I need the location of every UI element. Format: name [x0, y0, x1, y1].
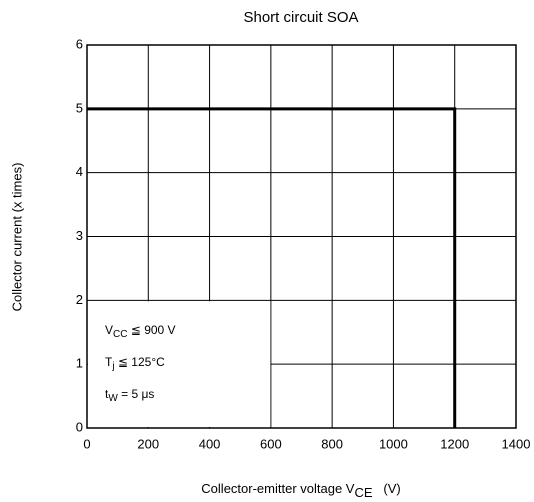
x-tick-label: 600 [260, 436, 282, 451]
x-tick-label: 0 [83, 436, 90, 451]
soa-line [87, 107, 457, 428]
x-tick-label: 200 [137, 436, 159, 451]
annotation-rest: ≦ 125°C [115, 355, 166, 369]
annotation: tW = 5 μs [105, 387, 154, 403]
annotation-base: t [105, 387, 109, 401]
annotation-base: V [105, 323, 113, 337]
annotation: Tj ≦ 125°C [105, 355, 165, 371]
x-tick-label: 1000 [379, 436, 408, 451]
y-tick-label: 4 [76, 164, 83, 179]
chart-title: Short circuit SOA [243, 9, 358, 26]
plot-frame [86, 44, 517, 429]
x-tick-label: 1400 [502, 436, 531, 451]
annotation-box [88, 301, 271, 427]
annotation-rest: = 5 μs [118, 387, 155, 401]
annotation-rest: ≦ 900 V [127, 323, 175, 337]
annotation: VCC ≦ 900 V [105, 323, 176, 339]
annotation-sub: W [108, 393, 118, 404]
y-tick-label: 1 [76, 356, 83, 371]
x-label-sub: CE [354, 485, 372, 500]
x-axis-label: Collector-emitter voltage VCE (V) [201, 481, 400, 500]
y-axis-label: Collector current (x times) [9, 163, 24, 312]
annotation-sub: j [111, 361, 114, 372]
y-tick-label: 3 [76, 228, 83, 243]
y-tick-label: 2 [76, 292, 83, 307]
y-tick-label: 0 [76, 419, 83, 434]
x-tick-label: 800 [321, 436, 343, 451]
annotation-sub: CC [113, 329, 127, 340]
x-tick-label: 400 [199, 436, 221, 451]
x-tick-label: 1200 [440, 436, 469, 451]
y-tick-label: 6 [76, 36, 83, 51]
y-tick-label: 5 [76, 100, 83, 115]
annotation-base: T [105, 355, 113, 369]
x-label-rest: (V) [373, 481, 401, 496]
x-label-base: Collector-emitter voltage V [201, 481, 354, 496]
